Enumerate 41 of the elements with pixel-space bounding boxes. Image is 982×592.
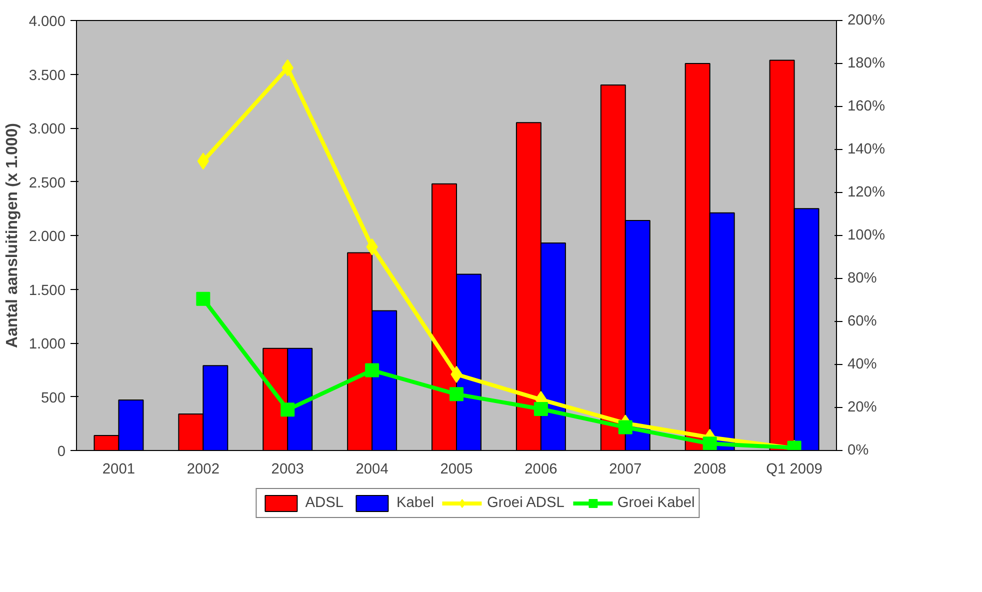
y-tick-label: 1.500 xyxy=(28,282,66,299)
point xyxy=(618,420,632,434)
y-tick-label: 3.000 xyxy=(28,122,66,138)
y2-tick-label: 60% xyxy=(848,314,877,330)
legend-label: Groei Kabel xyxy=(617,495,695,511)
point xyxy=(450,387,464,402)
point xyxy=(534,402,548,416)
y-tick-label: 0 xyxy=(57,444,66,460)
point xyxy=(196,292,210,306)
y2-tick-label: 120% xyxy=(848,184,885,200)
legend-label: ADSL xyxy=(305,495,344,511)
y2-tick-label: 40% xyxy=(848,356,877,372)
x-tick-label: 2006 xyxy=(524,462,558,478)
y-tick-label: 4.000 xyxy=(28,14,66,30)
y-tick-label: 3.500 xyxy=(28,68,66,84)
y-tick-label: 2.500 xyxy=(28,175,66,192)
y-tick-label: 2.000 xyxy=(28,229,66,245)
point xyxy=(280,402,295,417)
y-tick-label: 1.000 xyxy=(28,336,66,352)
x-tick-label: 2001 xyxy=(102,462,136,478)
x-tick-label: Q1 2009 xyxy=(766,462,822,478)
x-tick-label: 2008 xyxy=(694,462,726,478)
y2-tick-label: 100% xyxy=(848,228,885,244)
x-tick-label: 2002 xyxy=(186,462,220,478)
y-tick-label: 500 xyxy=(41,390,66,406)
y2-tick-label: 160% xyxy=(848,98,885,114)
point xyxy=(702,436,717,450)
y2-tick-label: 20% xyxy=(848,400,877,416)
x-tick-label: 2007 xyxy=(609,462,642,478)
y2-tick-label: 200% xyxy=(848,12,885,28)
x-tick-label: 2004 xyxy=(356,462,388,478)
y2-tick-label: 140% xyxy=(848,142,885,158)
y-axis-title: Aantal aansluitingen (x 1.000) xyxy=(4,123,21,348)
legend-label: Kabel xyxy=(396,495,434,511)
x-tick-label: 2005 xyxy=(440,462,473,478)
y2-tick-label: 80% xyxy=(848,270,877,286)
y2-tick-label: 180% xyxy=(848,56,885,72)
point xyxy=(365,363,380,378)
y2-tick-label: 0% xyxy=(848,442,869,458)
legend-label: Groei ADSL xyxy=(487,495,564,511)
x-tick-label: 2003 xyxy=(271,462,304,478)
